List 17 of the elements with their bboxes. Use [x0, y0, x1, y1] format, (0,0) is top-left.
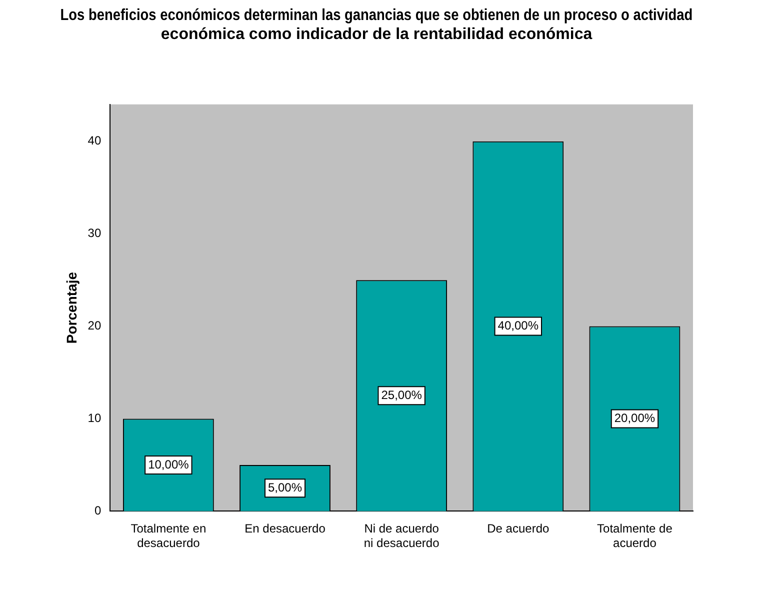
- chart-title: Los beneficios económicos determinan las ganancias que se obtienen de un proceso o actividad económica como indicador de la rentabilidad económica: [60, 7, 693, 44]
- data-label: 5,00%: [268, 480, 302, 494]
- data-label: 40,00%: [498, 318, 539, 333]
- y-tick-label: 40: [88, 134, 102, 148]
- x-tick-label: De acuerdo: [487, 522, 550, 536]
- y-tick-label: 10: [88, 411, 102, 426]
- data-label: 25,00%: [381, 388, 422, 402]
- x-tick-label: Ni de acuerdo ni desacuerdo: [364, 522, 440, 550]
- y-axis-title: Porcentaje: [63, 272, 80, 344]
- y-tick-label: 20: [88, 318, 102, 333]
- x-tick-label: Totalmente en desacuerdo: [130, 522, 206, 550]
- x-tick-label: En desacuerdo: [244, 522, 326, 536]
- y-tick-label: 0: [94, 504, 102, 518]
- data-label: 10,00%: [148, 457, 190, 472]
- data-label: 20,00%: [614, 411, 656, 426]
- y-tick-label: 30: [88, 226, 102, 240]
- x-tick-label: Totalmente de acuerdo: [597, 522, 673, 550]
